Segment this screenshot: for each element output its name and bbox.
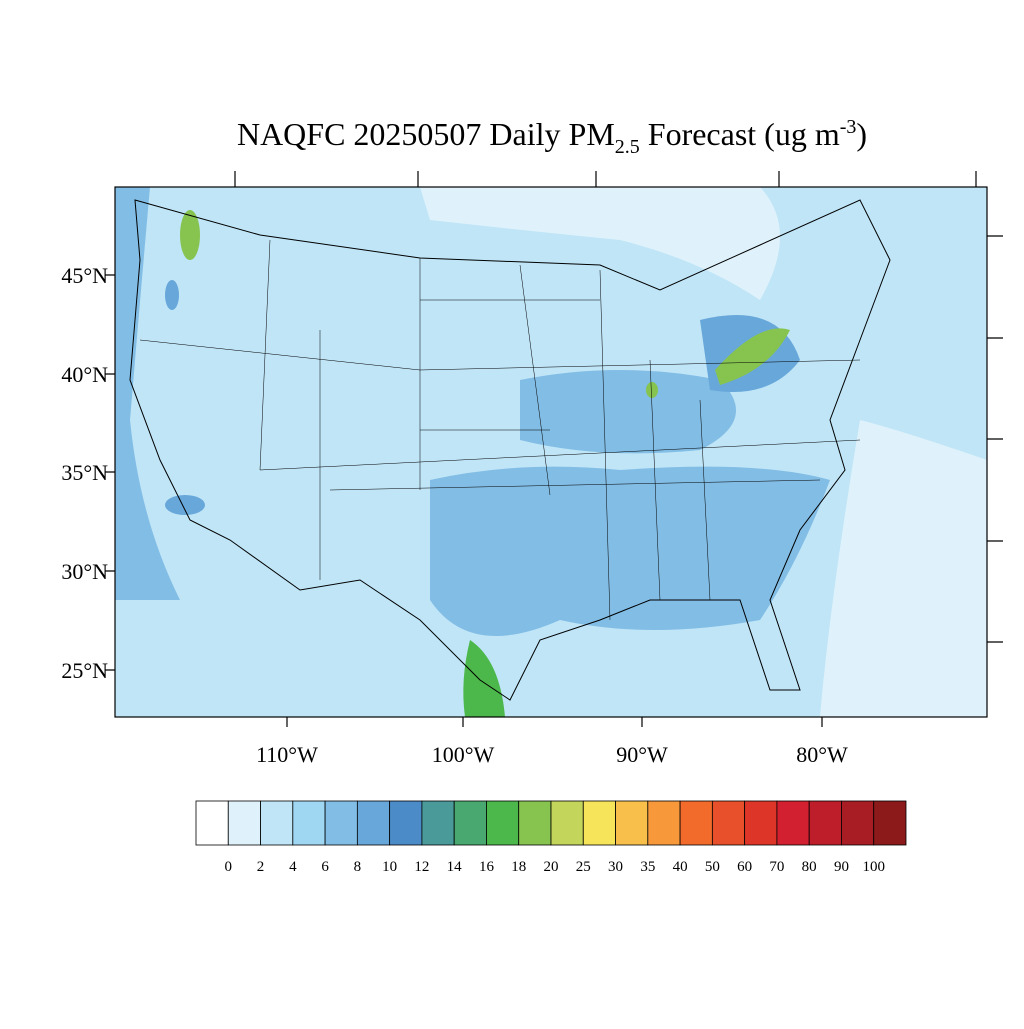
colorbar-label: 16: [479, 859, 495, 875]
lon-label: 100°W: [432, 742, 495, 767]
colorbar-box: [679, 800, 713, 846]
region: [463, 640, 505, 717]
colorbar-label: 100: [862, 859, 885, 875]
colorbar-box: [292, 800, 326, 846]
colorbar-box: [324, 800, 358, 846]
colorbar-box: [873, 800, 907, 846]
colorbar-box: [421, 800, 455, 846]
us-outline: [129, 199, 891, 701]
title-superscript: -3: [840, 116, 857, 138]
colorbar-label: 25: [576, 859, 591, 875]
lat-label: 30°N: [61, 559, 108, 584]
colorbar-box: [582, 800, 616, 846]
colorbar-box: [195, 800, 229, 846]
colorbar-box: [260, 800, 294, 846]
colorbar-box: [776, 800, 810, 846]
lon-label: 90°W: [616, 742, 668, 767]
colorbar-label: 70: [769, 859, 784, 875]
region: [115, 187, 180, 600]
lon-label: 80°W: [796, 742, 848, 767]
colorbar-label: 18: [511, 859, 526, 875]
colorbar-label: 14: [447, 859, 463, 875]
colorbar-box: [486, 800, 520, 846]
colorbar-label: 35: [640, 859, 655, 875]
colorbar-box: [550, 800, 584, 846]
region: [520, 370, 736, 454]
colorbar-label: 0: [225, 859, 233, 875]
lat-label: 25°N: [61, 658, 108, 683]
title-subscript: 2.5: [615, 136, 640, 158]
region: [165, 280, 179, 310]
colorbar-box: [227, 800, 261, 846]
lat-label: 35°N: [61, 460, 108, 485]
region: [180, 210, 200, 260]
colorbar-label: 6: [321, 859, 329, 875]
colorbar-label: 4: [289, 859, 297, 875]
colorbar-label: 90: [834, 859, 849, 875]
colorbar-label: 12: [414, 859, 429, 875]
lat-label: 40°N: [61, 362, 108, 387]
ticks: [105, 171, 1003, 727]
title-middle: Forecast (ug m: [640, 116, 840, 152]
colorbar-label: 80: [802, 859, 817, 875]
title-end: ): [856, 116, 867, 152]
colorbar-box: [744, 800, 778, 846]
colorbar-box: [356, 800, 391, 846]
colorbar-label: 10: [382, 859, 397, 875]
colorbar-box: [841, 800, 875, 846]
colorbar: 0 2 4 6 8 10 12 14 16 18 20 25 30 35 40 50 60 70 80 90 100: [195, 800, 907, 875]
colorbar-box: [808, 800, 842, 846]
lat-label: 45°N: [61, 263, 108, 288]
colorbar-box: [647, 800, 681, 846]
title: NAQFC 20250507 Daily PM2.5 Forecast (ug …: [237, 116, 867, 158]
axis-labels: 45°N 40°N 35°N 30°N 25°N 110°W 100°W 90°W 80°W: [61, 263, 848, 767]
map: [115, 187, 987, 717]
region: [165, 495, 205, 515]
colorbar-label: 40: [673, 859, 688, 875]
region: [646, 382, 658, 398]
state-borders: [139, 239, 861, 621]
colorbar-label: 60: [737, 859, 752, 875]
colorbar-box: [711, 800, 746, 846]
map-frame: [114, 186, 988, 718]
colorbar-label: 2: [257, 859, 265, 875]
colorbar-box: [389, 800, 423, 846]
colorbar-box: [453, 800, 487, 846]
colorbar-label: 50: [705, 859, 720, 875]
colorbar-label: 30: [608, 859, 623, 875]
region: [715, 328, 790, 385]
colorbar-label: 8: [354, 859, 362, 875]
region: [430, 466, 830, 636]
colorbar-label: 20: [544, 859, 559, 875]
title-main: NAQFC 20250507 Daily PM: [237, 116, 615, 152]
lon-label: 110°W: [256, 742, 318, 767]
region: [820, 420, 987, 717]
region: [420, 187, 780, 300]
colorbar-box: [518, 800, 552, 846]
colorbar-box: [615, 800, 649, 846]
